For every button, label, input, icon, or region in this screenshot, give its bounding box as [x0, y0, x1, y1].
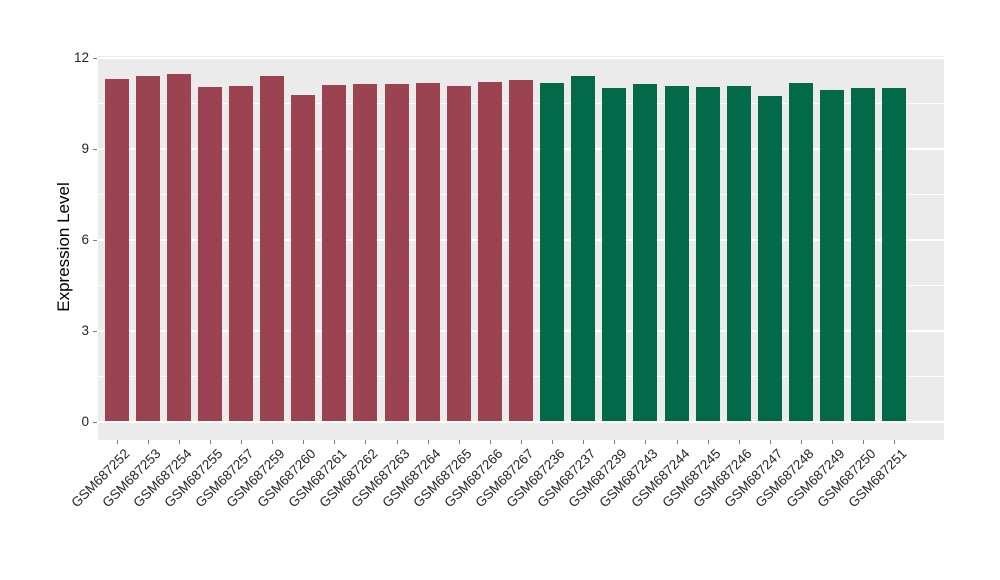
y-tick-label-12: 12: [73, 49, 89, 65]
x-tick-mark: [241, 440, 243, 444]
x-tick-mark: [645, 440, 647, 444]
bar-GSM687267: [509, 79, 533, 422]
bar-GSM687237: [571, 76, 596, 422]
x-tick-mark: [863, 440, 865, 444]
bar-GSM687257: [229, 86, 254, 422]
y-tick-mark: [93, 148, 97, 150]
y-tick-mark: [93, 421, 97, 423]
bar-GSM687244: [664, 86, 689, 422]
bar-GSM687254: [166, 73, 191, 422]
bar-GSM687261: [322, 84, 347, 422]
bar-GSM687248: [788, 83, 813, 422]
x-tick-mark: [334, 440, 336, 444]
x-tick-mark: [272, 440, 274, 444]
bar-GSM687236: [540, 83, 565, 422]
y-tick-label-9: 9: [81, 140, 89, 156]
x-tick-mark: [489, 440, 491, 444]
y-tick-label-6: 6: [81, 231, 89, 247]
bar-GSM687245: [695, 86, 720, 422]
x-tick-mark: [458, 440, 460, 444]
plot-panel: [98, 56, 944, 440]
y-tick-label-0: 0: [81, 413, 89, 429]
x-tick-mark: [707, 440, 709, 444]
bar-GSM687264: [415, 83, 440, 422]
bar-GSM687250: [851, 87, 876, 422]
x-tick-mark: [676, 440, 678, 444]
bar-GSM687246: [726, 86, 751, 422]
x-tick-mark: [583, 440, 585, 444]
bar-GSM687263: [384, 84, 409, 422]
x-tick-mark: [178, 440, 180, 444]
y-tick-mark: [93, 239, 97, 241]
bar-GSM687243: [633, 84, 658, 422]
bar-GSM687265: [446, 86, 471, 422]
x-tick-mark: [116, 440, 118, 444]
x-tick-mark: [396, 440, 398, 444]
x-tick-mark: [800, 440, 802, 444]
bar-GSM687259: [260, 76, 285, 422]
x-tick-mark: [614, 440, 616, 444]
gridline-major: [98, 420, 944, 423]
x-tick-mark: [303, 440, 305, 444]
bar-GSM687260: [291, 95, 316, 422]
x-tick-mark: [894, 440, 896, 444]
y-tick-label-3: 3: [81, 322, 89, 338]
bar-GSM687239: [602, 87, 627, 422]
bar-GSM687266: [477, 81, 502, 422]
bar-GSM687251: [882, 87, 907, 422]
bar-GSM687253: [135, 75, 160, 422]
x-tick-mark: [521, 440, 522, 444]
x-tick-mark: [147, 440, 149, 444]
gridline-major: [98, 56, 944, 59]
x-tick-mark: [209, 440, 211, 444]
x-tick-mark: [552, 440, 554, 444]
x-tick-mark: [832, 440, 834, 444]
y-tick-mark: [93, 57, 97, 59]
bar-GSM687247: [757, 96, 782, 422]
x-tick-mark: [769, 440, 771, 444]
x-tick-mark: [427, 440, 429, 444]
bar-GSM687249: [820, 89, 845, 422]
x-tick-mark: [365, 440, 367, 444]
bar-GSM687252: [104, 78, 129, 422]
bar-GSM687262: [353, 84, 378, 422]
bar-GSM687255: [197, 86, 222, 422]
x-tick-mark: [738, 440, 740, 444]
y-tick-mark: [93, 330, 97, 332]
